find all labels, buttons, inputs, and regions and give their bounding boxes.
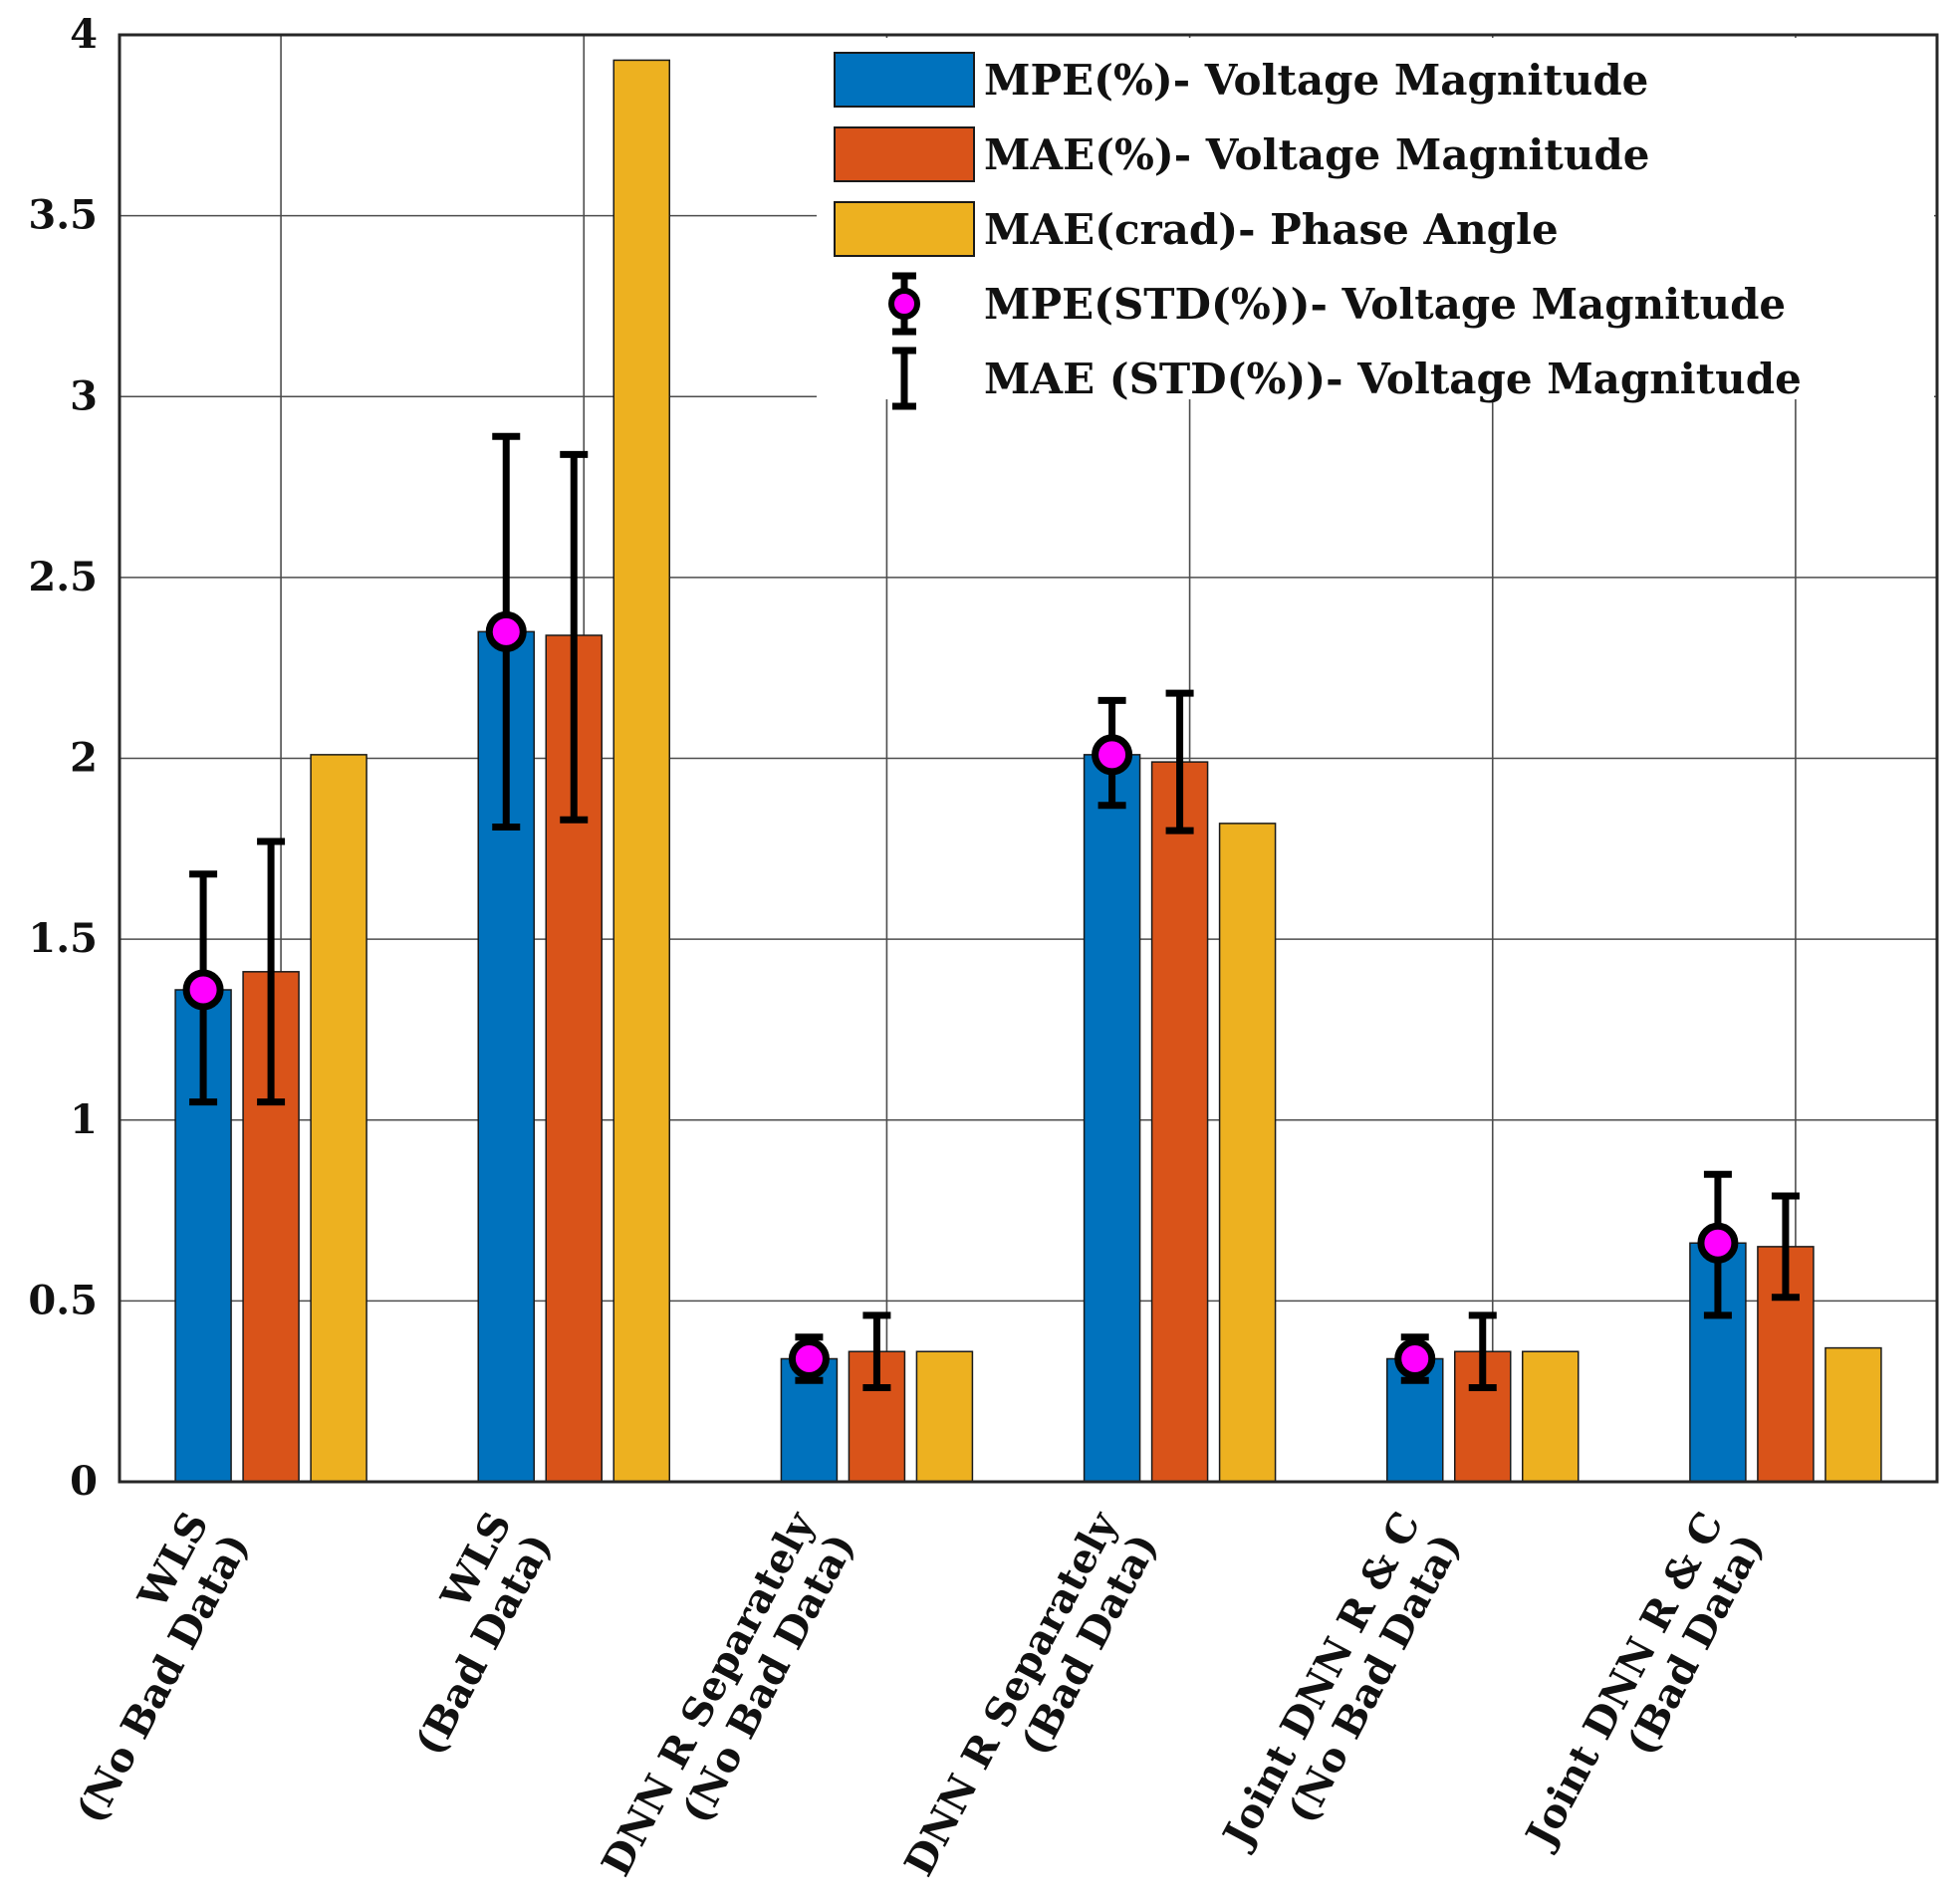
error-bars [182, 432, 1800, 1392]
legend: MPE(%)- Voltage Magnitude MAE(%)- Voltage… [817, 38, 1934, 410]
y-tick-label: 1 [70, 1096, 98, 1143]
y-tick-label: 1.5 [28, 915, 98, 962]
error-bar-marker [1697, 1222, 1739, 1264]
bar [1218, 823, 1277, 1483]
legend-label: MPE(%)- Voltage Magnitude [984, 56, 1648, 105]
error-bar-marker [1394, 1337, 1436, 1379]
plot-frame [118, 33, 1939, 1484]
bar [612, 59, 670, 1483]
y-tick-label: 2 [70, 735, 98, 782]
legend-swatch [834, 201, 975, 257]
error-bar-marker [182, 969, 224, 1011]
y-tick-label: 0.5 [28, 1277, 98, 1323]
legend-swatch [834, 52, 975, 108]
error-bar-marker [1092, 734, 1133, 776]
bar [1150, 761, 1209, 1483]
bars [174, 59, 1882, 1483]
y-tick-label: 4 [70, 11, 98, 58]
bar [1522, 1350, 1580, 1483]
y-tick-label: 0 [70, 1458, 98, 1505]
legend-box [817, 38, 1934, 399]
error-bar-marker [788, 1337, 830, 1379]
legend-label: MPE(STD(%))- Voltage Magnitude [984, 280, 1786, 329]
bar [915, 1350, 974, 1483]
legend-swatch [834, 126, 975, 182]
bar [1825, 1346, 1882, 1483]
y-tick-label: 3.5 [28, 192, 98, 239]
legend-label: MAE(crad)- Phase Angle [984, 205, 1559, 254]
y-axis-ticks: 0 0.5 1 1.5 2 2.5 3 3.5 4 [28, 11, 98, 1505]
legend-marker [888, 288, 920, 320]
y-tick-label: 3 [70, 372, 98, 419]
bar [1083, 754, 1141, 1483]
error-bar-marker [485, 610, 527, 652]
legend-label: MAE (STD(%))- Voltage Magnitude [984, 355, 1802, 403]
y-tick-label: 2.5 [28, 554, 98, 600]
bar [310, 754, 367, 1483]
legend-label: MAE(%)- Voltage Magnitude [984, 130, 1649, 179]
